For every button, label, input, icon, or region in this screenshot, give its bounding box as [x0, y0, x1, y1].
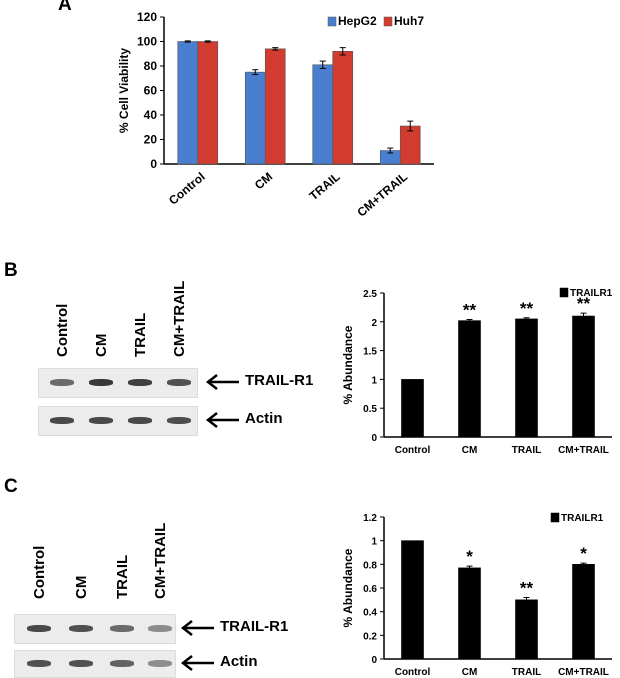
arrow-icon: [205, 374, 239, 390]
y-tick-label: 40: [144, 108, 158, 122]
arrow-icon: [180, 655, 214, 671]
x-tick-label: CM+TRAIL: [558, 445, 609, 456]
y-tick-label: 0: [371, 433, 377, 444]
significance-label: **: [577, 294, 591, 313]
y-tick-label: 60: [144, 84, 158, 98]
blot-band: [89, 379, 113, 386]
blot-band: [148, 660, 172, 667]
bar-trailr1-cm: [458, 567, 481, 660]
blot-band: [128, 379, 152, 386]
blot-lane-label: TRAIL: [132, 312, 149, 357]
blot-row-label: TRAIL-R1: [220, 618, 289, 635]
blot-band: [167, 417, 191, 424]
blot-row-label: TRAIL-R1: [245, 372, 314, 389]
y-tick-label: 20: [144, 133, 158, 147]
blot-lane-label: TRAIL: [114, 554, 131, 599]
y-axis-title: % Cell Viability: [117, 48, 131, 133]
significance-label: *: [580, 544, 587, 563]
legend-entry: TRAILR1: [561, 513, 604, 524]
y-tick-label: 2: [371, 318, 377, 329]
y-tick-label: 2.5: [363, 289, 377, 300]
y-axis-title: % Abundance: [341, 548, 355, 627]
blot-lane-label: CM: [93, 333, 110, 357]
y-tick-label: 1: [371, 537, 377, 548]
x-tick-label: TRAIL: [512, 445, 541, 456]
x-tick-label: CM+TRAIL: [558, 667, 609, 678]
blot-lane-label: CM+TRAIL: [171, 280, 188, 357]
legend-swatch: [327, 16, 337, 27]
blot-band: [148, 625, 172, 632]
bar-trailr1-trail: [515, 599, 538, 660]
legend-swatch: [550, 512, 560, 523]
significance-label: **: [463, 300, 477, 319]
legend-swatch: [559, 287, 569, 298]
arrow-icon: [205, 412, 239, 428]
y-tick-label: 1: [371, 375, 377, 386]
blot-lane-label: Control: [54, 303, 71, 357]
panel-label-a: A: [58, 0, 72, 15]
y-tick-label: 120: [137, 10, 157, 24]
blot-band: [128, 417, 152, 424]
panel-label-c: C: [4, 476, 18, 497]
y-tick-label: 1.5: [363, 347, 377, 358]
blot-lane-label: CM+TRAIL: [152, 522, 169, 599]
blot-band: [27, 625, 51, 632]
blot-row-label: Actin: [245, 410, 283, 427]
x-tick-label: CM: [462, 667, 478, 678]
y-tick-label: 0.6: [363, 584, 377, 595]
blot-band: [69, 625, 93, 632]
blot-band: [27, 660, 51, 667]
y-tick-label: 0.5: [363, 404, 377, 415]
significance-label: **: [520, 578, 534, 597]
x-tick-label: TRAIL: [512, 667, 541, 678]
blot-lane-label: Control: [31, 545, 48, 599]
blot-band: [167, 379, 191, 386]
y-tick-label: 0: [371, 655, 377, 666]
bar-trailr1-control: [401, 379, 424, 438]
blot-row-label: Actin: [220, 653, 258, 670]
y-tick-label: 1.2: [363, 513, 377, 524]
significance-label: *: [466, 547, 473, 566]
y-tick-label: 0.4: [363, 608, 377, 619]
blot-band: [50, 417, 74, 424]
y-axis-title: % Abundance: [341, 325, 355, 404]
legend-swatch: [383, 16, 393, 27]
blot-band: [110, 660, 134, 667]
blot-lane-label: CM: [73, 575, 90, 599]
blot-band: [50, 379, 74, 386]
panel-label-b: B: [4, 260, 18, 281]
legend-entry: TRAILR1: [570, 288, 613, 299]
legend-entry: HepG2: [338, 14, 377, 28]
y-tick-label: 0: [150, 157, 157, 171]
x-tick-label: CM: [462, 445, 478, 456]
blot-band: [110, 625, 134, 632]
legend-entry: Huh7: [394, 14, 424, 28]
x-tick-label: Control: [395, 445, 431, 456]
x-tick-label: Control: [395, 667, 431, 678]
significance-label: **: [520, 299, 534, 318]
blot-band: [69, 660, 93, 667]
y-tick-label: 0.2: [363, 631, 377, 642]
arrow-icon: [180, 620, 214, 636]
y-tick-label: 80: [144, 59, 158, 73]
y-tick-label: 0.8: [363, 560, 377, 571]
blot-band: [89, 417, 113, 424]
y-tick-label: 100: [137, 35, 157, 49]
bar-trailr1-cm-trail: [572, 564, 595, 660]
bar-trailr1-control: [401, 540, 424, 660]
